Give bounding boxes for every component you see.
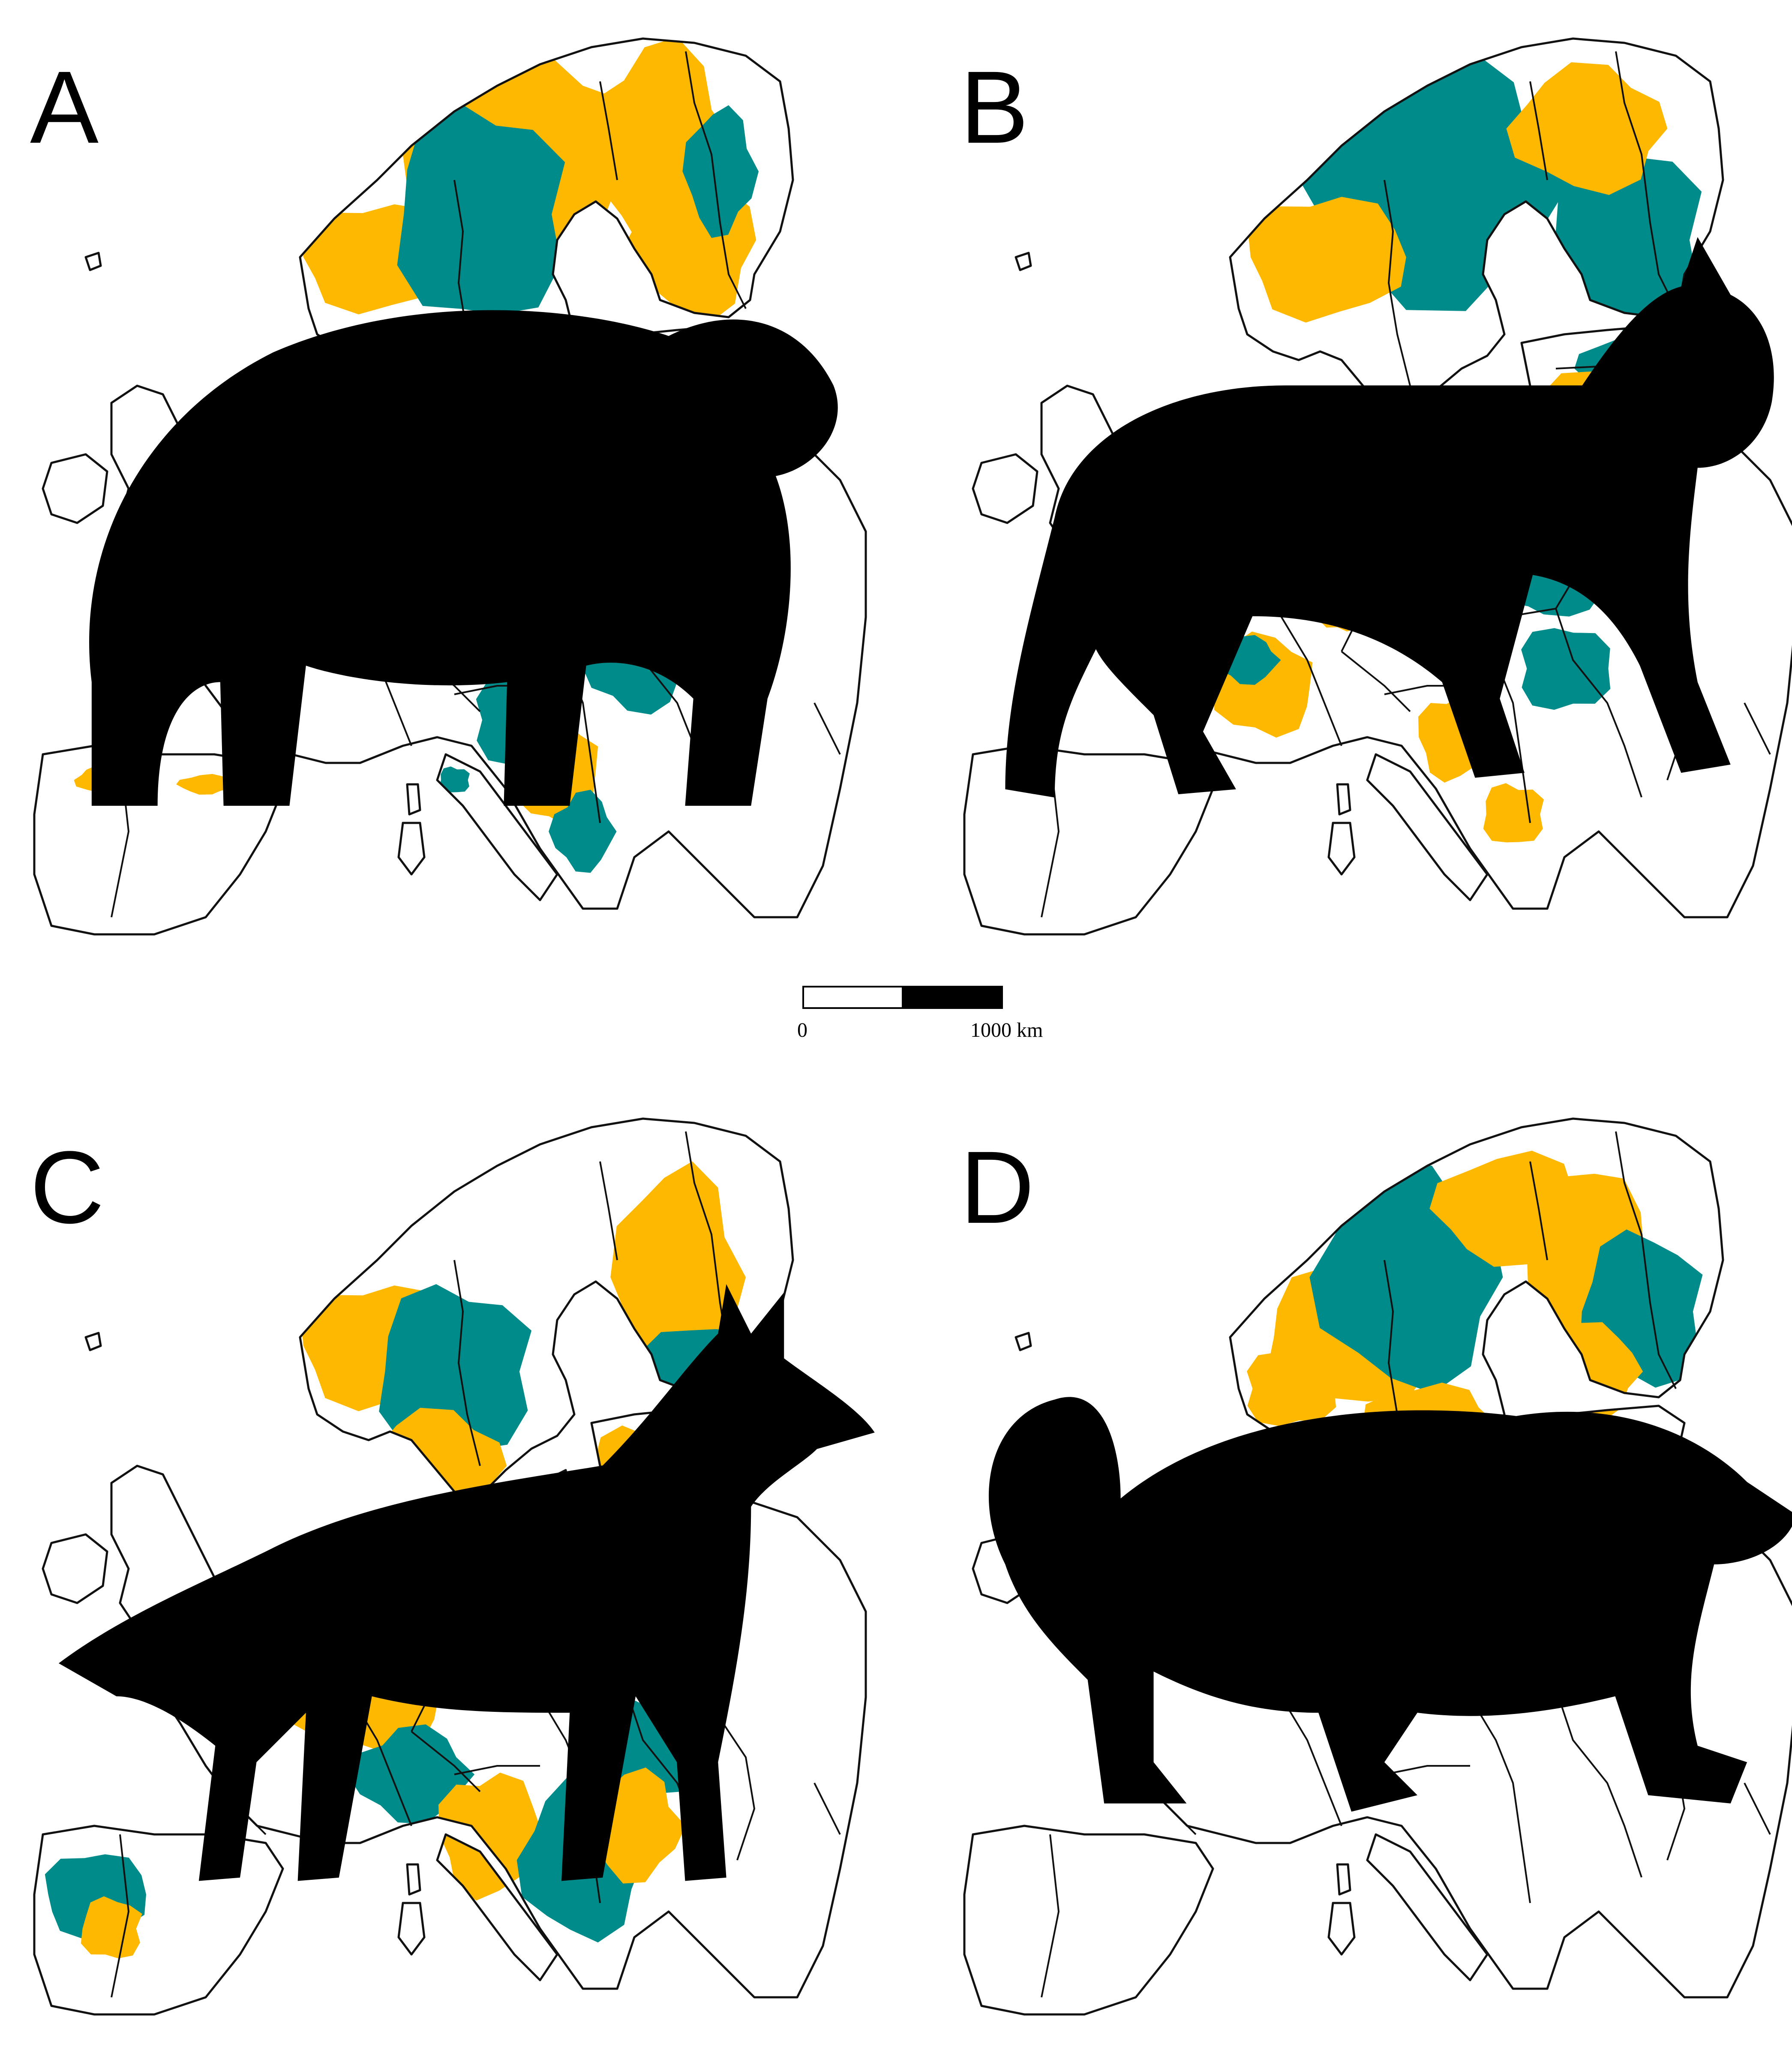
coastline-corsica xyxy=(406,783,421,816)
country-border xyxy=(1469,1696,1531,1903)
range-patch-teal xyxy=(549,789,617,873)
panel-b: B xyxy=(956,17,1792,951)
panel-letter-b: B xyxy=(960,50,1029,165)
coastline-iceland_bit xyxy=(84,1332,102,1351)
country-border xyxy=(453,1260,481,1466)
coastline-iberia xyxy=(33,1825,284,2016)
coastline-italy xyxy=(436,753,558,901)
country-border xyxy=(1384,180,1411,386)
wolf-icon xyxy=(58,1284,875,1881)
coastline-sardinia xyxy=(397,1902,426,1956)
coastline-italy xyxy=(1366,1833,1489,1981)
coastline-ireland xyxy=(972,453,1039,524)
range-patch-gold xyxy=(1247,197,1406,323)
map-panel-d xyxy=(963,1117,1792,2016)
scale-bar-white-segment xyxy=(802,986,904,1009)
scale-bar-black-segment xyxy=(902,986,1003,1009)
range-patch-teal xyxy=(1521,628,1611,710)
coastline-ireland xyxy=(42,1533,108,1604)
country-border xyxy=(711,1705,755,1861)
coastline-iceland_bit xyxy=(1015,252,1032,271)
scale-label-end: 1000 km xyxy=(970,1019,1043,1042)
country-border xyxy=(1529,81,1548,180)
coastline-iberia xyxy=(963,1825,1214,2016)
country-border xyxy=(411,1731,481,1792)
coastline-ireland xyxy=(42,453,108,524)
panel-a: A xyxy=(26,17,883,951)
country-border xyxy=(1341,651,1411,712)
country-border xyxy=(1744,1783,1771,1835)
range-patch-gold xyxy=(81,1896,142,1959)
country-border xyxy=(1529,1161,1548,1261)
panel-letter-c: C xyxy=(30,1130,105,1245)
range-patch-teal xyxy=(347,1724,475,1824)
coastline-corsica xyxy=(1336,1863,1351,1896)
country-border xyxy=(813,702,841,755)
range-patch-gold xyxy=(438,1772,543,1901)
country-border xyxy=(685,51,747,309)
coastline-iceland_bit xyxy=(84,252,102,271)
range-patch-teal xyxy=(682,105,759,238)
brown-bear-icon xyxy=(89,310,838,806)
range-patch-teal xyxy=(379,1284,532,1450)
country-border xyxy=(1615,51,1677,309)
range-patch-teal xyxy=(439,766,470,792)
coastline-sardinia xyxy=(1327,1902,1356,1956)
country-border xyxy=(1384,1765,1470,1775)
coastline-iberia xyxy=(963,744,1214,936)
coastline-sardinia xyxy=(397,822,426,876)
scale-label-start: 0 xyxy=(797,1019,807,1042)
panel-d: D xyxy=(956,1097,1792,2032)
coastline-italy xyxy=(1366,753,1489,901)
country-border xyxy=(1041,1834,1060,1998)
panel-c: C xyxy=(26,1097,883,2032)
coastline-corsica xyxy=(406,1863,421,1896)
coastline-iberia xyxy=(33,744,284,936)
country-border xyxy=(1615,1131,1677,1389)
coastline-sardinia xyxy=(1327,822,1356,876)
wolverine-icon xyxy=(988,1397,1792,1812)
country-border xyxy=(599,81,618,180)
scale-bar: 0 1000 km xyxy=(797,986,1097,1054)
coastline-iceland_bit xyxy=(1015,1332,1032,1351)
country-border xyxy=(454,1765,540,1775)
country-border xyxy=(1161,1799,1197,1835)
country-border xyxy=(599,1161,618,1261)
coastline-scandinavia xyxy=(299,1117,794,1510)
panel-letter-d: D xyxy=(960,1130,1035,1245)
range-patch-gold xyxy=(1506,62,1668,195)
country-border xyxy=(1744,702,1771,755)
range-patch-gold xyxy=(176,774,236,795)
lynx-icon xyxy=(1005,237,1774,798)
country-border xyxy=(813,1783,841,1835)
country-border xyxy=(1555,608,1642,798)
coastline-italy xyxy=(436,1833,558,1981)
coastline-corsica xyxy=(1336,783,1351,816)
range-patch-teal xyxy=(397,103,565,315)
country-border xyxy=(111,1834,129,1998)
range-patch-gold xyxy=(1483,783,1544,843)
panel-letter-a: A xyxy=(30,50,99,165)
range-patch-gold xyxy=(1247,1352,1336,1426)
country-border xyxy=(1555,1688,1642,1878)
